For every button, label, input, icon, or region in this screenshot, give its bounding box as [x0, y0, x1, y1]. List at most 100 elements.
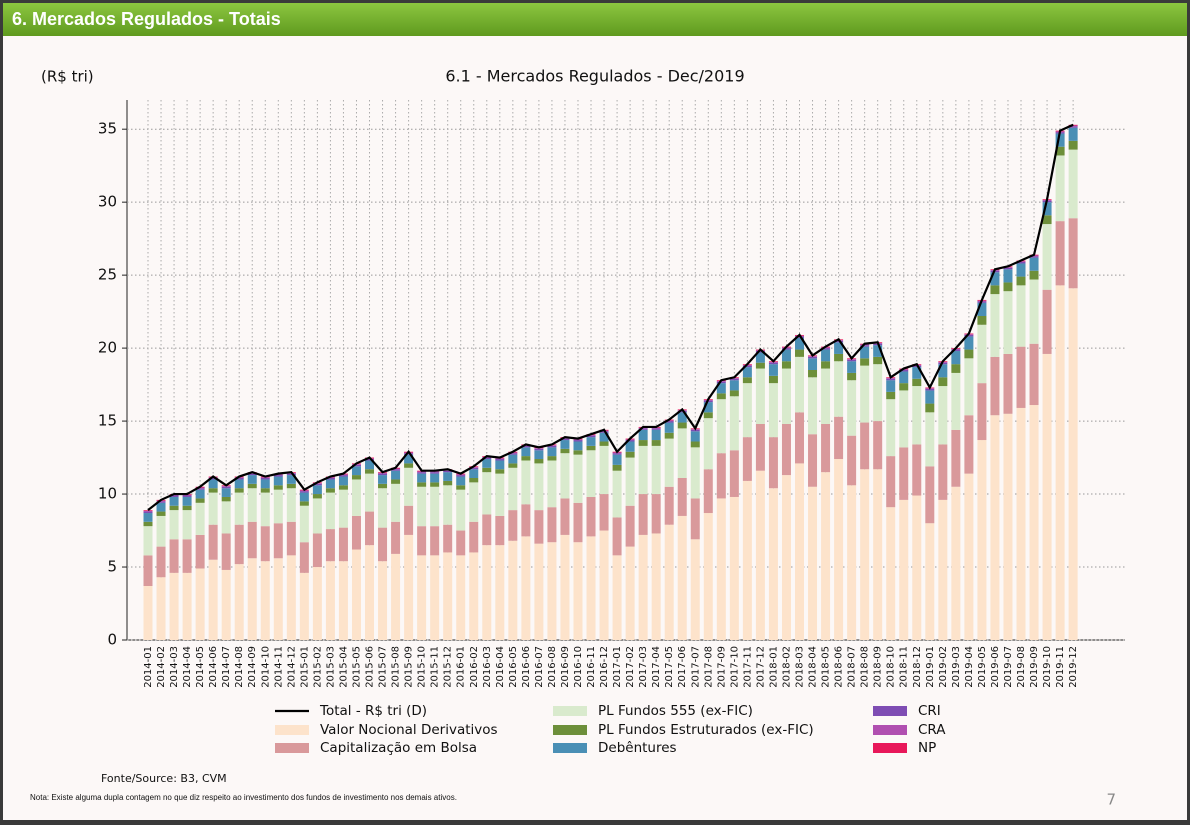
bar-segment	[234, 479, 244, 489]
x-tick-label: 2017-01	[612, 646, 623, 688]
bar-segment	[912, 444, 922, 496]
bar-segment	[742, 367, 752, 378]
bar-segment	[742, 377, 752, 384]
bar-segment	[195, 534, 205, 569]
bar-segment	[951, 486, 961, 640]
x-tick-label: 2014-09	[247, 646, 258, 688]
bar-segment	[847, 380, 857, 436]
bar-segment	[391, 483, 401, 522]
bar-segment	[586, 496, 596, 537]
bar-segment	[834, 342, 844, 354]
bar-segment	[430, 555, 440, 640]
bar-segment	[808, 486, 818, 640]
bar-segment	[599, 530, 609, 640]
x-tick-label: 2017-05	[664, 646, 675, 688]
bar-segment	[391, 553, 401, 640]
chart: (R$ tri) 6.1 - Mercados Regulados - Dec/…	[30, 67, 1125, 809]
bar-segment	[925, 390, 935, 404]
bar-segment	[221, 486, 231, 489]
bar-segment	[351, 475, 361, 480]
bar-segment	[495, 469, 505, 474]
bar-segment	[977, 440, 987, 640]
legend-label: Valor Nocional Derivativos	[320, 722, 498, 738]
bar-segment	[834, 340, 844, 343]
bar-segment	[208, 524, 218, 560]
source: Fonte/Source: B3, CVM	[101, 772, 227, 785]
bar-segment	[912, 386, 922, 445]
bar-segment	[417, 472, 427, 474]
page-number: 7	[1106, 791, 1116, 809]
bar-segment	[612, 470, 622, 518]
bar-segment	[417, 486, 427, 527]
bar-segment	[677, 412, 687, 423]
bar-segment	[964, 334, 974, 337]
bar-segment	[365, 469, 375, 474]
legend-swatch	[873, 725, 907, 735]
x-tick-label: 2017-06	[677, 646, 688, 688]
x-tick-label: 2019-09	[1029, 646, 1040, 688]
bar-segment	[638, 534, 648, 640]
legend-label: CRA	[918, 722, 946, 738]
bar-segment	[208, 488, 218, 493]
bar-segment	[286, 475, 296, 484]
bar-segment	[247, 473, 257, 476]
bar-segment	[273, 489, 283, 524]
bar-segment	[860, 358, 870, 366]
bar-segment	[273, 558, 283, 640]
bar-segment	[469, 521, 479, 553]
bar-segment	[795, 356, 804, 413]
bar-segment	[312, 483, 322, 486]
bar-segment	[547, 447, 557, 457]
bar-segment	[651, 445, 661, 495]
bar-segment	[404, 453, 414, 455]
bar-segment	[143, 521, 153, 527]
bar-segment	[417, 473, 427, 483]
x-tick-label: 2014-12	[286, 646, 297, 688]
bar-segment	[234, 492, 244, 525]
bar-segment	[547, 445, 557, 448]
bar-segment	[755, 362, 765, 369]
bar-segment	[312, 567, 322, 640]
bar-segment	[299, 501, 309, 506]
bar-segment	[795, 412, 804, 464]
bar-segment	[378, 488, 388, 528]
bar-segment	[378, 561, 388, 640]
y-tick-label: 15	[98, 412, 117, 430]
bar-segment	[781, 349, 791, 362]
bar-segment	[664, 421, 674, 423]
bar-segment	[886, 399, 896, 457]
x-tick-label: 2017-12	[755, 646, 766, 688]
bar-segment	[286, 521, 296, 556]
bar-segment	[351, 549, 361, 640]
note: Nota: Existe alguma dupla contagem no qu…	[30, 793, 457, 802]
bar-segment	[534, 450, 544, 460]
bar-segment	[1029, 256, 1039, 258]
bar-segment	[260, 561, 270, 640]
bar-segment	[391, 470, 401, 480]
bar-segment	[247, 475, 257, 484]
bar-segment	[273, 485, 283, 490]
bar-segment	[143, 526, 153, 556]
bar-segment	[586, 437, 596, 446]
x-tick-label: 2016-02	[469, 646, 480, 688]
x-tick-label: 2019-02	[938, 646, 949, 688]
bar-segment	[925, 523, 935, 640]
bar-segment	[899, 447, 909, 500]
bar-segment	[612, 454, 622, 465]
bar-segment	[378, 475, 388, 484]
x-tick-label: 2014-07	[221, 646, 232, 688]
x-tick-label: 2014-05	[195, 646, 206, 688]
bar-segment	[430, 482, 440, 487]
bar-segment	[781, 361, 791, 369]
x-tick-label: 2018-04	[808, 646, 819, 688]
bar-segment	[886, 378, 896, 381]
bar-segment	[638, 445, 648, 495]
x-tick-label: 2016-12	[599, 646, 610, 688]
x-tick-label: 2017-09	[716, 646, 727, 688]
legend-swatch	[873, 706, 907, 716]
bar-segment	[834, 361, 844, 417]
x-tick-label: 2015-09	[404, 646, 415, 688]
bar-segment	[495, 545, 505, 640]
bar-segment	[521, 504, 531, 537]
bar-segment	[482, 514, 492, 546]
